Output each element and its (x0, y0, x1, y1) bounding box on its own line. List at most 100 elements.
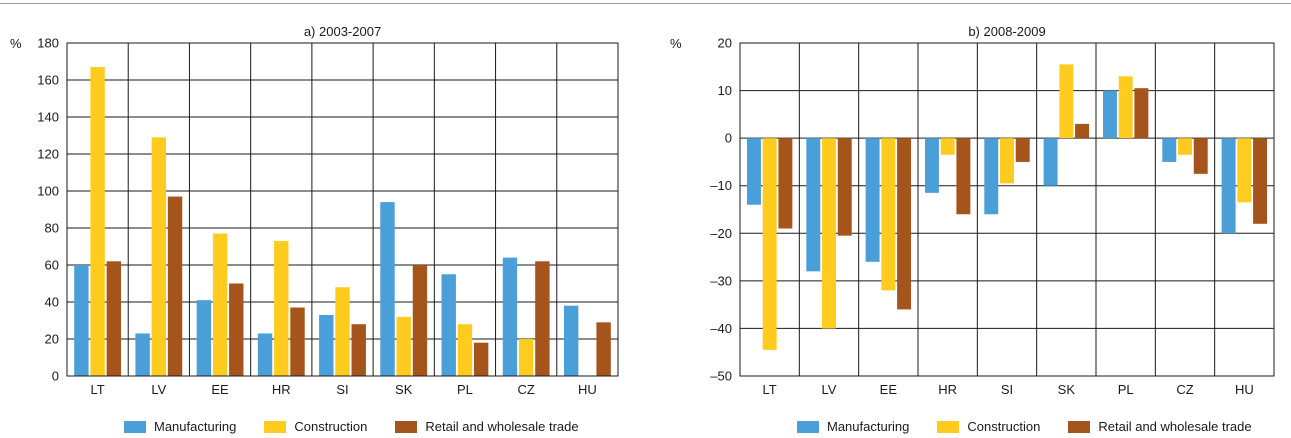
legend-label: Construction (967, 419, 1041, 434)
bar-construction-pl (1118, 76, 1133, 139)
y-tick-label: –40 (710, 321, 732, 336)
y-tick-label: 100 (37, 184, 59, 199)
bar-construction-ee (212, 233, 228, 376)
bar-retail-hu (1253, 138, 1268, 224)
legend-label: Manufacturing (827, 419, 910, 434)
bar-construction-cz (1178, 138, 1192, 155)
bar-retail-sk (1075, 123, 1090, 139)
bar-retail-hu (596, 322, 611, 376)
y-tick-label: 140 (37, 110, 59, 125)
bar-manufacturing-cz (1162, 138, 1177, 162)
x-tick-label: LV (822, 382, 837, 397)
y-tick-label: –30 (710, 273, 732, 288)
bar-construction-hr (274, 240, 289, 376)
bar-construction-cz (518, 339, 534, 376)
bar-construction-hu (1237, 138, 1252, 203)
legend-b: Manufacturing Construction Retail and wh… (797, 419, 1280, 434)
x-tick-label: LV (151, 382, 166, 397)
bar-manufacturing-hr (924, 138, 939, 193)
x-tick-label: CZ (1176, 382, 1193, 397)
legend-a: Manufacturing Construction Retail and wh… (124, 419, 607, 434)
bar-manufacturing-hr (257, 333, 273, 376)
legend-swatch-manufacturing (797, 420, 819, 433)
chart-title: a) 2003-2007 (304, 24, 381, 39)
y-tick-label: 160 (37, 73, 59, 88)
bar-construction-lt (90, 67, 105, 377)
legend-label: Retail and wholesale trade (1098, 419, 1252, 434)
y-tick-label: –50 (710, 369, 732, 384)
bar-manufacturing-ee (196, 300, 212, 376)
bar-retail-sk (412, 265, 428, 376)
x-tick-label: HU (578, 382, 597, 397)
y-tick-label: 40 (45, 295, 59, 310)
x-tick-label: HU (1235, 382, 1254, 397)
legend-label: Construction (294, 419, 368, 434)
bar-retail-si (1015, 138, 1030, 162)
legend-swatch-manufacturing (124, 420, 146, 433)
y-axis-unit-label: % (10, 36, 22, 51)
bar-manufacturing-lt (746, 138, 761, 205)
legend-item-manufacturing: Manufacturing (797, 419, 909, 434)
y-tick-label: 10 (718, 83, 732, 98)
y-tick-label: 120 (37, 147, 59, 162)
x-tick-label: EE (880, 382, 898, 397)
bar-retail-pl (1134, 88, 1149, 139)
bar-manufacturing-lv (806, 138, 821, 272)
bar-construction-pl (457, 324, 473, 376)
x-tick-label: PL (1118, 382, 1134, 397)
x-tick-label: HR (272, 382, 291, 397)
bar-retail-lt (778, 138, 793, 229)
bar-manufacturing-hu (1221, 138, 1236, 234)
plot-border (66, 42, 619, 377)
legend-label: Manufacturing (154, 419, 237, 434)
bar-manufacturing-sk (1043, 138, 1058, 186)
x-tick-label: LT (763, 382, 777, 397)
bar-manufacturing-cz (502, 257, 518, 376)
x-tick-label: PL (457, 382, 473, 397)
y-tick-label: 20 (45, 332, 59, 347)
bar-manufacturing-hu (563, 305, 579, 376)
x-tick-label: SK (1058, 382, 1076, 397)
bar-retail-hr (956, 138, 971, 215)
bar-retail-lv (837, 138, 852, 236)
bar-retail-lv (167, 196, 183, 376)
bar-construction-lv (151, 137, 167, 376)
bar-construction-lv (822, 138, 836, 329)
y-tick-label: 80 (45, 221, 59, 236)
bar-construction-sk (1059, 64, 1074, 139)
x-tick-label: SI (1001, 382, 1013, 397)
bar-manufacturing-si (984, 138, 999, 215)
chart-a: a) 2003-2007% 0 20 40 60 80 100 120 140 160 180 LT L… (10, 24, 619, 397)
bar-manufacturing-sk (380, 202, 395, 376)
legend-label: Retail and wholesale trade (425, 419, 579, 434)
bar-manufacturing-pl (1102, 90, 1117, 139)
legend-item-retail: Retail and wholesale trade (1068, 419, 1252, 434)
x-tick-label: HR (938, 382, 957, 397)
legend-item-retail: Retail and wholesale trade (395, 419, 579, 434)
bar-retail-cz (535, 261, 550, 376)
bar-manufacturing-lv (135, 333, 150, 376)
y-tick-label: 60 (45, 258, 59, 273)
legend-swatch-construction (264, 420, 287, 433)
x-tick-label: SI (336, 382, 348, 397)
bar-retail-ee (897, 138, 912, 310)
bar-retail-ee (229, 283, 244, 376)
x-tick-label: EE (211, 382, 229, 397)
bar-manufacturing-pl (441, 274, 456, 376)
bar-construction-sk (396, 316, 411, 376)
plot-border (739, 42, 1275, 377)
chart-b: b) 2008-2009% –50 –40 –30 –20 –10 0 10 20 LT LV EE H… (670, 24, 1275, 397)
bar-construction-ee (881, 138, 896, 291)
bar-retail-si (351, 324, 366, 376)
x-tick-label: LT (91, 382, 105, 397)
bar-construction-hr (940, 138, 955, 155)
y-tick-label: 0 (725, 131, 732, 146)
legend-swatch-retail (395, 420, 418, 433)
chart-title: b) 2008-2009 (968, 24, 1045, 39)
top-rule (0, 3, 1291, 4)
bar-construction-si (1000, 138, 1014, 184)
bar-construction-si (335, 287, 350, 376)
bar-retail-cz (1193, 138, 1208, 174)
bar-construction-lt (762, 138, 777, 350)
x-tick-label: CZ (517, 382, 534, 397)
